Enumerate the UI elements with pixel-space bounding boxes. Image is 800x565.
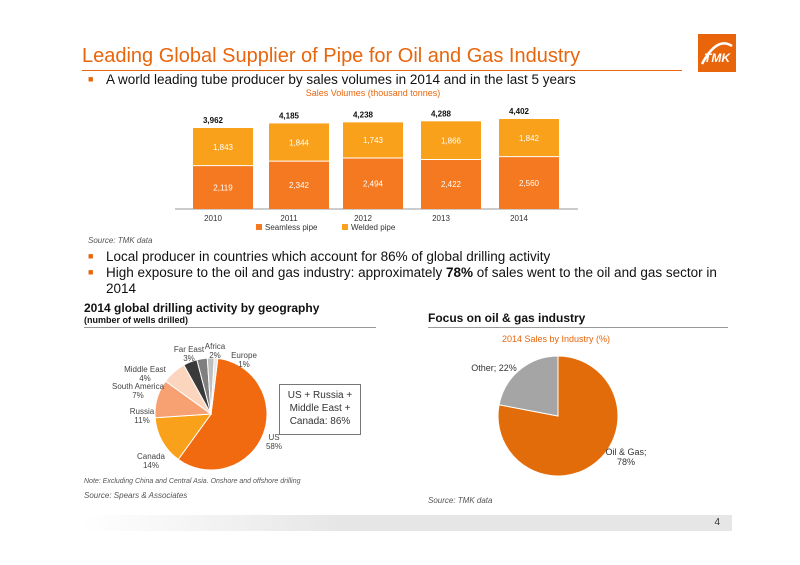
bullet-world-leading: ■ A world leading tube producer by sales … (88, 72, 576, 87)
drilling-section-subtitle: (number of wells drilled) (84, 315, 189, 325)
bar-seamless-label: 2,119 (213, 183, 233, 192)
bar-seamless-2012 (343, 158, 403, 209)
page-number: 4 (714, 517, 720, 528)
source-left: Source: Spears & Associates (84, 491, 188, 500)
drilling-pie-label: Europe 1% (231, 351, 257, 369)
bar-category-label: 2012 (354, 214, 372, 223)
bar-welded-label: 1,743 (363, 136, 384, 145)
bullet-high-exposure: ■ High exposure to the oil and gas indust… (88, 265, 717, 280)
bar-category-label: 2010 (204, 214, 222, 223)
bar-welded-2011 (269, 123, 329, 162)
pie-slice-us (177, 357, 268, 471)
bar-seamless-label: 2,342 (289, 181, 310, 190)
drilling-section-rule (84, 327, 376, 328)
drilling-pie-label: Canada 14% (137, 452, 166, 470)
source-top: Source: TMK data (88, 236, 153, 245)
bar-welded-2010 (193, 127, 253, 166)
bar-seamless-2011 (269, 161, 329, 209)
bar-seamless-label: 2,422 (441, 180, 462, 189)
drilling-callout-box: US + Russia + Middle East + Canada: 86% (279, 384, 361, 435)
bar-total-label: 4,185 (279, 111, 300, 120)
bar-welded-2014 (499, 119, 559, 157)
legend-seamless-swatch (256, 224, 262, 230)
drilling-pie-label: US 58% (266, 433, 282, 451)
tmk-logo: TMK (698, 34, 736, 72)
bullet-square-icon: ■ (88, 267, 94, 277)
bar-welded-label: 1,842 (519, 134, 540, 143)
footer-bar (82, 515, 732, 531)
bar-seamless-label: 2,494 (363, 180, 384, 189)
drilling-section-title: 2014 global drilling activity by geograp… (84, 301, 320, 315)
bar-total-label: 4,402 (509, 107, 530, 116)
legend-welded-swatch (342, 224, 348, 230)
bar-category-label: 2013 (432, 214, 450, 223)
bar-total-label: 3,962 (203, 116, 224, 125)
bar-chart-title: Sales Volumes (thousand tonnes) (306, 88, 441, 98)
bar-seamless-2014 (499, 156, 559, 209)
drilling-note: Note: Excluding China and Central Asia. … (84, 478, 301, 485)
legend-welded-label: Welded pipe (351, 223, 396, 232)
source-right: Source: TMK data (428, 496, 493, 505)
pie-slice-europe (210, 357, 219, 415)
bar-welded-2013 (421, 121, 481, 160)
bullet-square-icon: ■ (88, 251, 94, 261)
bar-seamless-label: 2,560 (519, 179, 540, 188)
bullet-high-exposure-line2: 2014 (106, 281, 137, 296)
legend-seamless-label: Seamless pipe (265, 223, 318, 232)
oilgas-section-rule (428, 327, 728, 328)
bar-category-label: 2011 (280, 214, 298, 223)
bar-category-label: 2014 (510, 214, 528, 223)
sales-pie-label: Other; 22% (471, 363, 517, 373)
bar-welded-2012 (343, 122, 403, 159)
pie-slice-other (498, 355, 559, 417)
bar-welded-label: 1,844 (289, 138, 310, 147)
sales-pie-label: Oil & Gas; 78% (605, 447, 646, 467)
bar-welded-label: 1,866 (441, 136, 462, 145)
drilling-pie-label: Far East 3% (174, 345, 205, 363)
bar-total-label: 4,288 (431, 109, 452, 118)
bar-welded-label: 1,843 (213, 143, 234, 152)
drilling-pie-label: Middle East 4% (124, 365, 167, 383)
bar-seamless-2010 (193, 165, 253, 209)
drilling-pie-label: South America 7% (112, 382, 165, 400)
sales-pie-title: 2014 Sales by Industry (%) (502, 334, 610, 344)
oilgas-section-title: Focus on oil & gas industry (428, 311, 586, 325)
bar-total-label: 4,238 (353, 110, 374, 119)
svg-text:TMK: TMK (704, 51, 731, 65)
bullet-square-icon: ■ (88, 74, 94, 84)
bar-seamless-2013 (421, 159, 481, 209)
drilling-pie-label: Russia 11% (130, 407, 155, 425)
title-divider (82, 70, 682, 71)
drilling-pie-label: Africa 2% (205, 342, 226, 360)
page-title: Leading Global Supplier of Pipe for Oil … (82, 45, 581, 67)
bullet-local-producer: ■ Local producer in countries which accou… (88, 249, 551, 264)
pie-slice-oil-gas (497, 355, 619, 477)
